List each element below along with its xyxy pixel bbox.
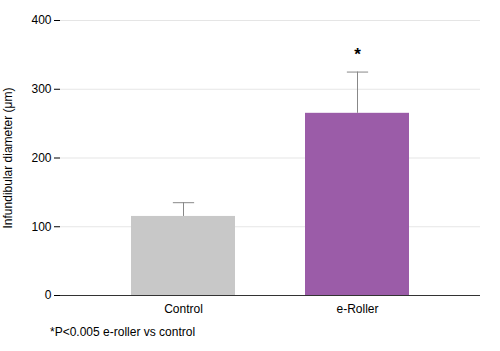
svg-text:e-Roller: e-Roller xyxy=(336,302,378,316)
html-text:*P<0.005 e-roller vs control: *P<0.005 e-roller vs control xyxy=(50,325,196,339)
svg-text:100: 100 xyxy=(31,220,51,234)
svg-text:Control: Control xyxy=(164,302,203,316)
svg-text:Infundibular diameter (μm): Infundibular diameter (μm) xyxy=(1,88,15,229)
svg-text:*: * xyxy=(354,45,361,64)
svg-text:0: 0 xyxy=(45,288,52,302)
svg-text:200: 200 xyxy=(31,151,51,165)
svg-text:300: 300 xyxy=(31,82,51,96)
svg-text:400: 400 xyxy=(31,13,51,27)
